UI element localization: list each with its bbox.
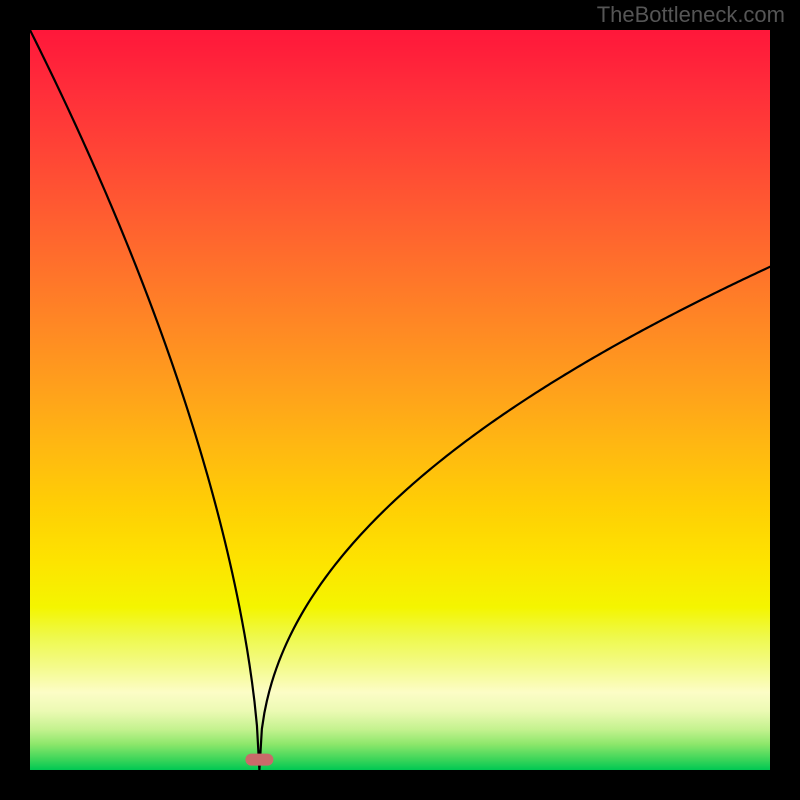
chart-svg: TheBottleneck.com: [0, 0, 800, 800]
watermark: TheBottleneck.com: [597, 2, 785, 27]
plot-background: [30, 30, 770, 770]
minimum-marker: [245, 754, 273, 766]
chart-container: TheBottleneck.com: [0, 0, 800, 800]
